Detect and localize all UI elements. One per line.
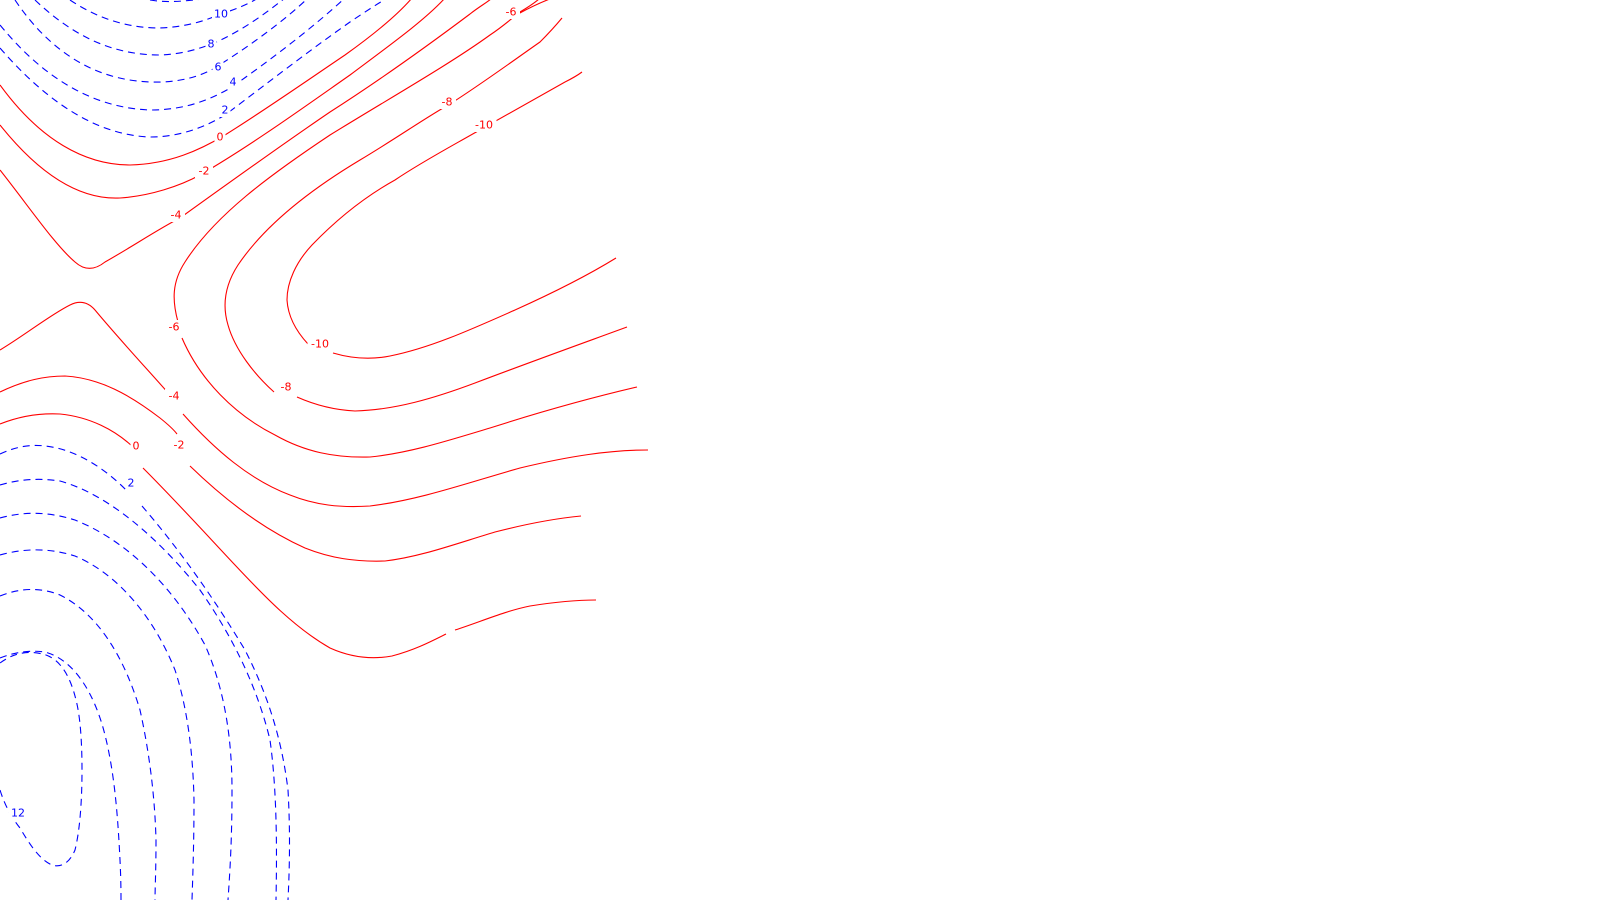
contour-line <box>0 650 122 900</box>
contour-label-background <box>219 103 231 117</box>
contour-line <box>0 588 157 900</box>
contour-label-background <box>471 118 497 132</box>
contour-label-background <box>212 7 230 21</box>
contour-level-label: 6 <box>215 61 222 74</box>
contour-label-background <box>227 75 239 89</box>
contour-level-label: -4 <box>171 209 182 222</box>
contour-level-label: -10 <box>475 119 493 132</box>
contour-level-label: -10 <box>311 338 329 351</box>
contour-line <box>454 599 597 631</box>
contour-line <box>142 467 447 659</box>
contour-labels: 10 864 2 0 -2 -4 -6 -8 -10 -6 -10 -8 -4 -2 0 2 12 <box>9 5 520 820</box>
contour-label-background <box>205 37 217 51</box>
contour-line <box>517 0 549 15</box>
contour-level-label: -8 <box>442 96 453 109</box>
contour-label-background <box>170 438 188 452</box>
contour-line <box>0 444 129 493</box>
contour-label-background <box>502 5 520 19</box>
contour-line <box>0 0 344 111</box>
contour-level-label: -2 <box>199 165 210 178</box>
contour-label-background <box>167 208 185 222</box>
contour-level-label: 8 <box>208 38 215 51</box>
contour-level-label: 4 <box>230 76 237 89</box>
contour-label-background <box>130 439 142 453</box>
contour-line <box>332 257 617 359</box>
contour-label-background <box>165 320 183 334</box>
contour-label-background <box>438 95 456 109</box>
contour-line <box>181 337 638 458</box>
contour-level-label: 12 <box>11 807 25 820</box>
contour-line <box>149 0 199 3</box>
contour-line <box>0 375 178 435</box>
contour-label-background <box>165 389 183 403</box>
contour-level-label: 2 <box>128 477 135 490</box>
contour-level-label: 10 <box>214 8 228 21</box>
contour-line <box>296 326 628 412</box>
contour-label-background <box>277 380 295 394</box>
contour-line <box>182 413 649 508</box>
contour-line <box>14 0 307 83</box>
contour-line <box>189 465 582 562</box>
contour-line <box>0 651 83 867</box>
contour-line <box>0 478 278 900</box>
contour-label-background <box>125 476 137 490</box>
contour-level-label: -4 <box>169 390 180 403</box>
contour-line <box>224 17 563 393</box>
contour-level-label: -8 <box>281 381 292 394</box>
contour-line <box>141 505 291 900</box>
contour-line <box>0 413 134 448</box>
contour-line <box>286 71 583 345</box>
contour-label-background <box>9 806 27 820</box>
contour-level-label: -2 <box>174 439 185 452</box>
contour-level-label: 0 <box>217 131 224 144</box>
contour-level-label: -6 <box>506 6 517 19</box>
contour-lines <box>0 0 649 900</box>
contour-level-label: -6 <box>169 321 180 334</box>
contour-line <box>0 0 491 269</box>
contour-label-background <box>307 337 333 351</box>
contour-line <box>0 301 171 396</box>
contour-label-background <box>214 130 226 144</box>
contour-level-label: 0 <box>133 440 140 453</box>
contour-label-background <box>212 60 224 74</box>
contour-line <box>34 0 284 56</box>
contour-line <box>69 0 256 29</box>
contour-line <box>0 549 195 900</box>
contour-level-label: 2 <box>222 104 229 117</box>
contour-label-background <box>195 164 213 178</box>
